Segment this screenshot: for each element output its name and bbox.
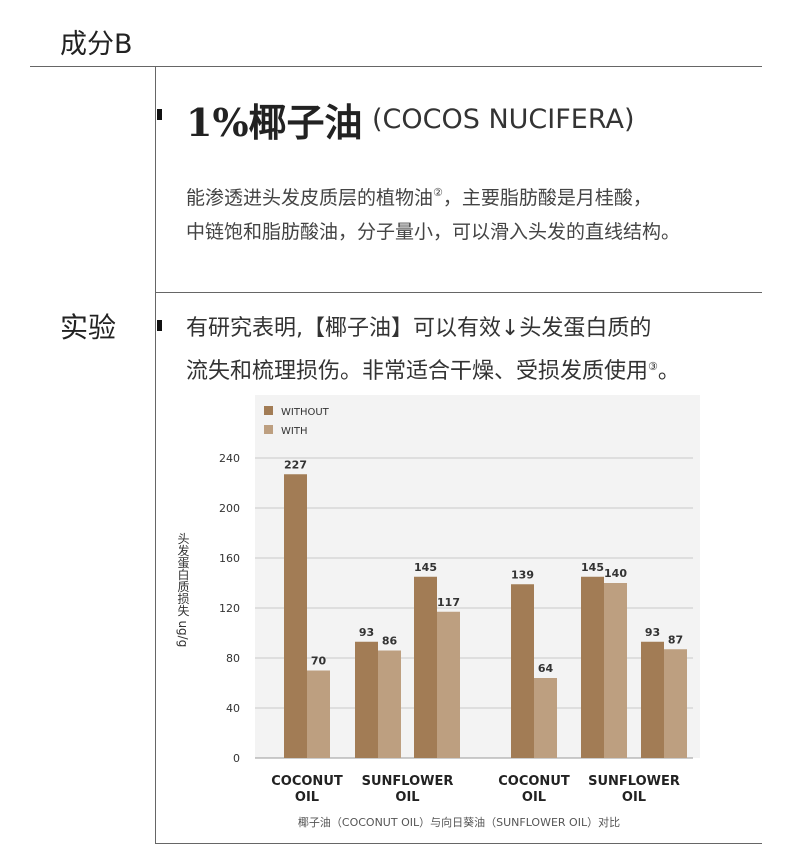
rule — [155, 67, 156, 843]
y-tick-label: 240 — [219, 452, 240, 465]
value-label: 145 — [581, 561, 604, 574]
value-label: 64 — [538, 662, 554, 675]
line: 中链饱和脂肪酸油，分子量小，可以滑入头发的直线结构。 — [186, 221, 681, 243]
paragraph: 有研究表明,【椰子油】可以有效↓头发蛋白质的 流失和梳理损伤。非常适合干燥、受损… — [186, 310, 680, 391]
line: 流失和梳理损伤。非常适合干燥、受损发质使用③。 — [186, 348, 680, 391]
bar — [378, 650, 401, 758]
y-axis-label: 头发蛋白质损失 ug/g — [176, 532, 190, 647]
value-label: 117 — [437, 596, 460, 609]
value-label: 139 — [511, 568, 534, 581]
legend-label: WITHOUT — [281, 407, 330, 418]
bullet — [157, 320, 162, 331]
value-label: 227 — [284, 458, 307, 471]
rule — [155, 843, 762, 844]
text: 能渗透进头发皮质层的植物油 — [186, 187, 434, 209]
rule — [155, 292, 762, 293]
bar — [437, 611, 460, 758]
value-label: 145 — [414, 561, 437, 574]
caption: 椰子油（COCONUT OIL）与向日葵油（SUNFLOWER OIL）对比 — [298, 815, 620, 829]
value-label: 93 — [359, 626, 374, 639]
bar — [511, 584, 534, 758]
bar — [581, 576, 604, 758]
line: 能渗透进头发皮质层的植物油②，主要脂肪酸是月桂酸， — [186, 176, 680, 215]
x-group-label: COCONUT OIL — [498, 774, 570, 805]
note: ② — [433, 186, 443, 199]
x-group-label: SUNFLOWER OIL — [588, 774, 680, 805]
bar — [414, 576, 437, 758]
line: 有研究表明,【椰子油】可以有效↓头发蛋白质的 — [186, 316, 652, 341]
y-tick-label: 0 — [233, 752, 240, 765]
note: ③ — [648, 360, 658, 373]
bar — [604, 583, 627, 758]
section-title: 成分B — [60, 29, 133, 60]
y-tick-label: 160 — [219, 552, 240, 565]
value-label: 86 — [382, 635, 398, 648]
legend-swatch — [264, 425, 273, 434]
value-label: 70 — [311, 655, 327, 668]
bar — [307, 670, 330, 758]
latin-name: (COCOS NUCIFERA) — [372, 104, 635, 135]
legend-label: WITH — [281, 426, 307, 437]
y-tick-label: 80 — [226, 652, 240, 665]
value-label: 87 — [668, 633, 683, 646]
section-label: 实验 — [60, 311, 117, 344]
x-group-label: COCONUT OIL — [271, 774, 343, 805]
paragraph: 能渗透进头发皮质层的植物油②，主要脂肪酸是月桂酸， 中链饱和脂肪酸油，分子量小，… — [186, 176, 680, 249]
y-tick-label: 40 — [226, 702, 240, 715]
legend-swatch — [264, 406, 273, 415]
x-group-label: SUNFLOWER OIL — [362, 774, 454, 805]
value-label: 140 — [604, 567, 627, 580]
bar — [355, 641, 378, 758]
text: 流失和梳理损伤。非常适合干燥、受损发质使用 — [186, 359, 649, 384]
ingredient-title: 1%椰子油 — [186, 100, 363, 145]
text: ，主要脂肪酸是月桂酸， — [442, 187, 652, 209]
text: 。 — [657, 359, 680, 384]
rule — [30, 66, 762, 67]
bar — [641, 641, 664, 758]
y-tick-label: 200 — [219, 502, 240, 515]
bar — [284, 474, 307, 758]
bar — [664, 649, 687, 758]
value-label: 93 — [645, 626, 660, 639]
bar — [534, 678, 557, 758]
bullet — [157, 109, 162, 120]
y-tick-label: 120 — [219, 602, 240, 615]
